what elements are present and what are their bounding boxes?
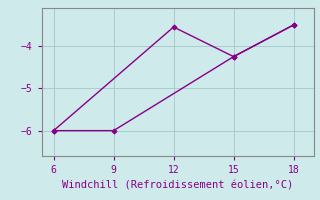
X-axis label: Windchill (Refroidissement éolien,°C): Windchill (Refroidissement éolien,°C) xyxy=(62,181,293,191)
